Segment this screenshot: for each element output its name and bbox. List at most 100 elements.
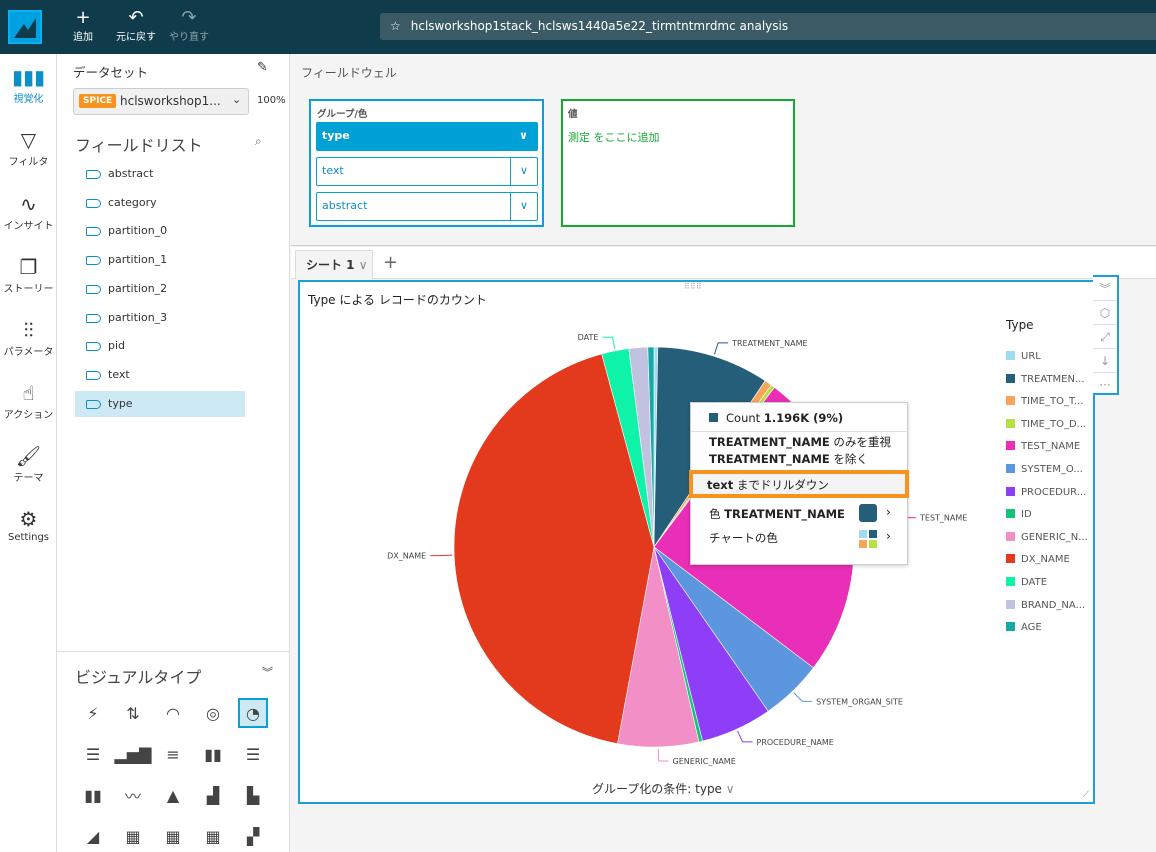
legend-item[interactable]: DX_NAME xyxy=(1006,554,1070,565)
chevron-down-icon[interactable]: ∨ xyxy=(519,129,528,142)
tab-sheet-1[interactable]: シート 1 ∨ xyxy=(295,250,373,279)
undo-button[interactable]: ↶ 元に戻す xyxy=(111,7,161,44)
exclude-item[interactable]: TREATMENT_NAME を除く xyxy=(709,452,868,466)
legend-item[interactable]: AGE xyxy=(1006,622,1042,633)
stacked-vertical-bar-visual-icon[interactable]: ▮▮ xyxy=(204,744,222,764)
analysis-title-bar[interactable]: ☆ hclsworkshop1stack_hclsws1440a5e22_tirm… xyxy=(380,13,1156,40)
kpi-visual-icon[interactable]: ⚡ xyxy=(87,703,99,723)
combo-stacked-visual-icon[interactable]: ▙ xyxy=(246,785,260,805)
chevron-right-icon[interactable]: › xyxy=(886,529,891,543)
nav-themes[interactable]: 🖌 テーマ xyxy=(0,443,57,484)
field-item[interactable]: partition_0 xyxy=(75,218,245,244)
field-item[interactable]: abstract xyxy=(75,161,245,187)
pie-visual-icon[interactable]: ◔ xyxy=(238,698,268,728)
add-sheet-button[interactable]: + xyxy=(383,252,399,273)
nav-visualize[interactable]: ▮▮▮ 視覚化 xyxy=(0,64,57,105)
more-options-icon[interactable]: ··· xyxy=(1099,378,1111,392)
horizontal-bar-visual-icon[interactable]: ☰ xyxy=(85,744,101,764)
legend-item[interactable]: ID xyxy=(1006,509,1032,520)
chart-colors-item[interactable]: チャートの色 xyxy=(709,531,778,545)
combo-bar-line-visual-icon[interactable]: ▟ xyxy=(206,785,220,805)
stacked-horizontal-bar-visual-icon[interactable]: ≡ xyxy=(166,744,180,764)
drag-handle[interactable]: ⠿⠿⠿ xyxy=(684,282,702,291)
group-field-abstract[interactable]: abstract ∨ xyxy=(316,192,538,221)
format-visual-icon[interactable]: ⬡ xyxy=(1093,301,1117,325)
color-swatch[interactable] xyxy=(859,504,877,522)
area-line-visual-icon[interactable]: ▲ xyxy=(166,785,180,805)
action: を除く xyxy=(829,452,868,466)
undo-icon: ↶ xyxy=(128,7,144,28)
field-item[interactable]: category xyxy=(75,190,245,216)
legend-item[interactable]: TIME_TO_T... xyxy=(1006,396,1083,407)
nav-label: フィルタ xyxy=(8,157,49,168)
chevron-right-icon[interactable]: › xyxy=(886,505,891,519)
expand-icon[interactable]: ⤢ xyxy=(1093,325,1117,349)
field-item[interactable]: pid xyxy=(75,333,245,359)
legend-swatch xyxy=(1006,441,1015,451)
legend-item[interactable]: TREATMEN... xyxy=(1006,373,1085,385)
visual-types-heading: ビジュアルタイプ xyxy=(75,668,202,687)
nav-insights[interactable]: ∿ インサイト xyxy=(0,191,57,232)
legend-label: TIME_TO_D... xyxy=(1021,418,1087,430)
search-icon[interactable]: ⌕ xyxy=(255,134,262,148)
legend-item[interactable]: TEST_NAME xyxy=(1006,441,1080,452)
autograph-visual-icon[interactable]: ⇅ xyxy=(126,703,140,723)
chevron-down-icon[interactable]: ∨ xyxy=(358,258,368,272)
collapse-visual-icon[interactable]: ︾ xyxy=(1093,277,1117,301)
dataset-select[interactable]: SPICE hclsworkshop1... ⌄ xyxy=(73,88,249,115)
pie-slice-dx_name[interactable] xyxy=(453,353,655,744)
group-field-text[interactable]: text ∨ xyxy=(316,157,538,186)
gauge-visual-icon[interactable]: ◠ xyxy=(166,703,180,723)
resize-handle[interactable]: ⟋ xyxy=(1082,790,1089,800)
nav-parameters[interactable]: ⫶⫶ パラメータ xyxy=(0,317,57,358)
line-visual-icon[interactable]: 〰 xyxy=(124,787,141,806)
gear-icon: ⚙ xyxy=(19,507,38,531)
heatmap-visual-icon[interactable]: ▦ xyxy=(205,826,221,846)
add-button[interactable]: + 追加 xyxy=(58,8,108,44)
100-vertical-bar-visual-icon[interactable]: ▮▮ xyxy=(84,785,102,805)
pie-slice-age[interactable] xyxy=(647,346,655,548)
legend-item[interactable]: URL xyxy=(1006,351,1041,362)
field-item[interactable]: partition_2 xyxy=(75,276,245,302)
area-visual-icon[interactable]: ◢ xyxy=(86,826,100,846)
group-by-control[interactable]: グループ化の条件: type ∨ xyxy=(592,780,735,797)
legend-item[interactable]: TIME_TO_D... xyxy=(1006,418,1087,430)
dimension-tag-icon xyxy=(86,227,101,237)
chevron-down-icon[interactable]: ∨ xyxy=(510,193,537,220)
quicksight-logo[interactable] xyxy=(8,10,42,44)
field-item[interactable]: text xyxy=(75,362,245,388)
legend-item[interactable]: SYSTEM_O... xyxy=(1006,464,1083,475)
collapse-icon[interactable]: ︾ xyxy=(262,666,273,679)
star-icon[interactable]: ☆ xyxy=(390,19,401,33)
nav-filter[interactable]: ▽ フィルタ xyxy=(0,127,57,168)
focus-only-item[interactable]: TREATMENT_NAME のみを重視 xyxy=(709,435,891,449)
dimension-tag-icon xyxy=(86,370,101,380)
drill-down-item[interactable]: text までドリルダウン xyxy=(689,470,909,498)
palette-icon[interactable] xyxy=(859,530,877,548)
value-well[interactable]: 値 測定 をここに追加 xyxy=(561,99,795,227)
100-horizontal-bar-visual-icon[interactable]: ☰ xyxy=(245,744,261,764)
legend-item[interactable]: GENERIC_N... xyxy=(1006,531,1088,543)
edit-dataset-icon[interactable]: ✎ xyxy=(257,60,268,75)
treemap-visual-icon[interactable]: ▞ xyxy=(246,826,260,846)
table-visual-icon[interactable]: ▦ xyxy=(165,826,181,846)
donut-visual-icon[interactable]: ◎ xyxy=(206,703,220,723)
field-item[interactable]: type xyxy=(75,390,245,417)
chevron-down-icon[interactable]: ∨ xyxy=(510,158,537,185)
pivot-table-visual-icon[interactable]: ▦ xyxy=(125,826,141,846)
group-color-well[interactable]: グループ/色 type ∨ text ∨ abstract ∨ xyxy=(309,99,544,227)
nav-settings[interactable]: ⚙ Settings xyxy=(0,506,57,543)
nav-story[interactable]: ❐ ストーリー xyxy=(0,254,57,295)
redo-button[interactable]: ↷ やり直す xyxy=(164,8,214,44)
legend-item[interactable]: DATE xyxy=(1006,577,1047,588)
export-icon[interactable]: ↓ xyxy=(1093,349,1117,373)
nav-actions[interactable]: ☝ アクション xyxy=(0,380,57,421)
field-item[interactable]: partition_1 xyxy=(75,247,245,273)
vertical-bar-visual-icon[interactable]: ▂▅▇ xyxy=(114,744,152,764)
legend-item[interactable]: BRAND_NA... xyxy=(1006,599,1085,611)
color-item[interactable]: 色 TREATMENT_NAME xyxy=(709,507,845,521)
field-item[interactable]: partition_3 xyxy=(75,305,245,331)
group-field-type[interactable]: type ∨ xyxy=(316,122,538,151)
field: TREATMENT_NAME xyxy=(709,452,830,466)
legend-item[interactable]: PROCEDUR... xyxy=(1006,486,1086,498)
